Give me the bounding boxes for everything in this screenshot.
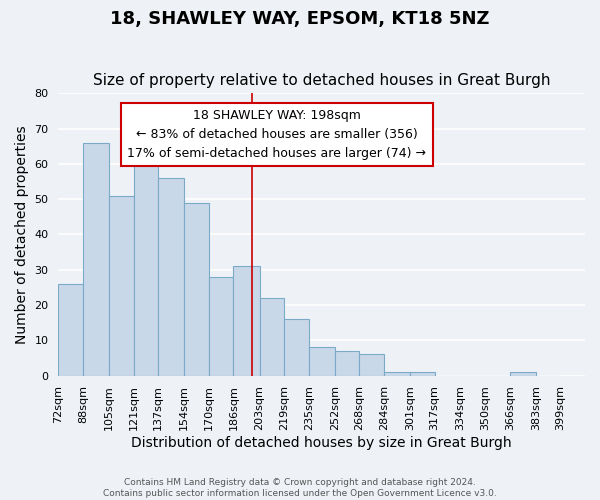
Bar [233, 266, 260, 376]
Bar [209, 277, 233, 376]
Bar [384, 372, 410, 376]
Bar [58, 284, 83, 376]
X-axis label: Distribution of detached houses by size in Great Burgh: Distribution of detached houses by size … [131, 436, 512, 450]
Bar [284, 319, 308, 376]
Text: 18 SHAWLEY WAY: 198sqm
← 83% of detached houses are smaller (356)
17% of semi-de: 18 SHAWLEY WAY: 198sqm ← 83% of detached… [127, 109, 427, 160]
Bar [510, 372, 536, 376]
Bar [410, 372, 434, 376]
Bar [260, 298, 284, 376]
Bar [134, 160, 158, 376]
Y-axis label: Number of detached properties: Number of detached properties [15, 125, 29, 344]
Bar [184, 202, 209, 376]
Bar [109, 196, 134, 376]
Text: Contains HM Land Registry data © Crown copyright and database right 2024.
Contai: Contains HM Land Registry data © Crown c… [103, 478, 497, 498]
Title: Size of property relative to detached houses in Great Burgh: Size of property relative to detached ho… [93, 73, 550, 88]
Bar [335, 351, 359, 376]
Bar [83, 142, 109, 376]
Text: 18, SHAWLEY WAY, EPSOM, KT18 5NZ: 18, SHAWLEY WAY, EPSOM, KT18 5NZ [110, 10, 490, 28]
Bar [158, 178, 184, 376]
Bar [359, 354, 384, 376]
Bar [308, 348, 335, 376]
